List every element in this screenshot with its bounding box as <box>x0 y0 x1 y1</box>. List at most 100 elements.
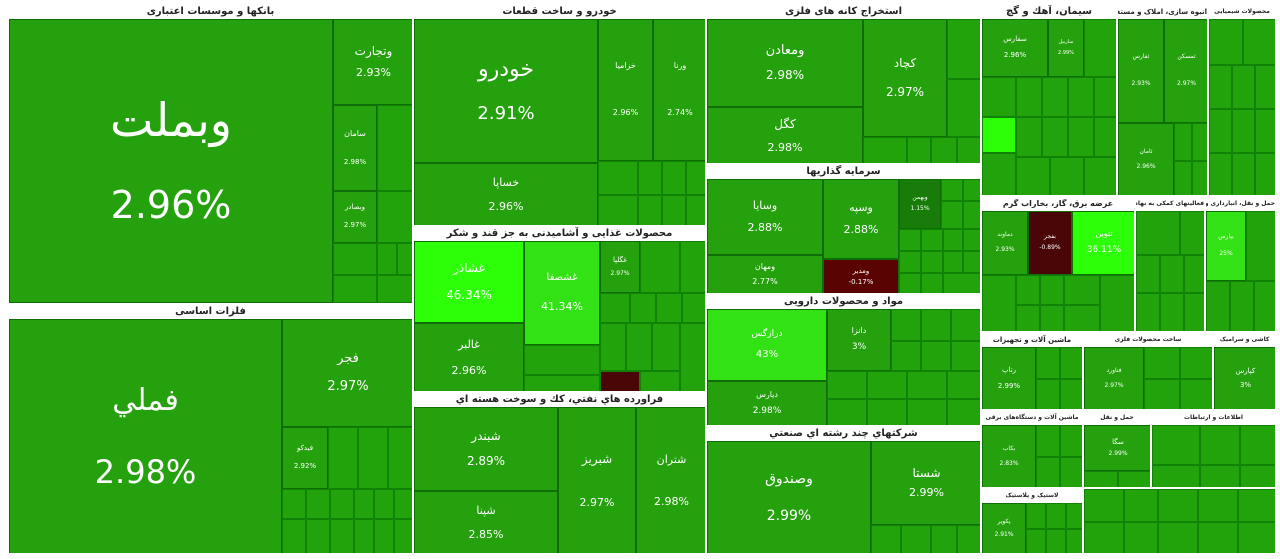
minor-tile[interactable] <box>921 251 943 273</box>
minor-tile[interactable] <box>1100 275 1134 331</box>
stock-tile[interactable]: ومهان 2.77% <box>707 255 823 293</box>
stock-tile[interactable]: دیارس 2.98% <box>707 381 827 425</box>
minor-tile[interactable] <box>1050 157 1084 195</box>
minor-tile[interactable] <box>921 341 951 371</box>
minor-tile[interactable] <box>1084 19 1116 77</box>
minor-tile[interactable] <box>899 251 921 273</box>
minor-tile[interactable] <box>982 275 1016 331</box>
minor-tile[interactable] <box>921 309 951 341</box>
minor-tile[interactable] <box>282 519 306 553</box>
stock-tile[interactable]: پکویر 2.91% <box>982 503 1026 553</box>
minor-tile[interactable] <box>600 293 630 323</box>
stock-tile[interactable]: ثفارس 2.93% <box>1118 19 1164 123</box>
stock-tile[interactable]: فملي 2.98% <box>9 319 282 553</box>
minor-tile[interactable] <box>306 519 330 553</box>
minor-tile[interactable] <box>1066 503 1082 529</box>
minor-tile[interactable] <box>626 323 652 371</box>
stock-tile[interactable]: کچاد 2.97% <box>863 19 947 137</box>
stock-tile[interactable]: دانزا 3% <box>827 309 891 371</box>
stock-tile[interactable]: وتجارت 2.93% <box>333 19 412 105</box>
minor-tile[interactable] <box>1158 489 1198 522</box>
stock-tile[interactable]: ثمسکن 2.97% <box>1164 19 1207 123</box>
stock-tile[interactable]: درازگس 43% <box>707 309 827 381</box>
minor-tile[interactable] <box>1200 465 1240 487</box>
minor-tile[interactable] <box>1209 19 1243 65</box>
minor-tile[interactable] <box>891 309 921 341</box>
minor-tile[interactable] <box>1094 77 1116 117</box>
stock-tile[interactable]: تنوین 36.11% <box>1072 211 1134 275</box>
minor-tile[interactable] <box>600 371 640 391</box>
stock-tile[interactable]: شبریز 2.97% <box>558 407 636 553</box>
minor-tile[interactable] <box>1026 503 1046 529</box>
minor-tile[interactable] <box>682 293 705 323</box>
minor-tile[interactable] <box>1016 275 1040 305</box>
minor-tile[interactable] <box>943 273 980 293</box>
minor-tile[interactable] <box>921 273 943 293</box>
minor-tile[interactable] <box>899 229 921 251</box>
stock-tile[interactable]: فناورد 2.97% <box>1084 347 1144 409</box>
minor-tile[interactable] <box>891 341 921 371</box>
minor-tile[interactable] <box>1192 123 1207 161</box>
minor-tile[interactable] <box>1232 109 1255 153</box>
minor-tile[interactable] <box>1084 471 1118 487</box>
minor-tile[interactable] <box>1152 465 1200 487</box>
minor-tile[interactable] <box>963 229 980 251</box>
minor-tile[interactable] <box>1042 77 1068 117</box>
stock-tile[interactable]: غگلپا 2.97% <box>600 241 640 293</box>
minor-tile[interactable] <box>963 201 980 229</box>
stock-tile[interactable]: غالبر 2.96% <box>414 323 524 391</box>
minor-tile[interactable] <box>947 79 980 137</box>
stock-tile[interactable]: ثامان 2.96% <box>1118 123 1174 195</box>
minor-tile[interactable] <box>1230 281 1254 331</box>
stock-tile[interactable]: کگل 2.98% <box>707 107 863 163</box>
minor-tile[interactable] <box>947 371 980 399</box>
minor-tile[interactable] <box>1136 293 1160 331</box>
stock-tile[interactable]: وسایا 2.88% <box>707 179 823 255</box>
minor-tile[interactable] <box>907 371 947 399</box>
minor-tile[interactable] <box>941 179 963 201</box>
minor-tile[interactable] <box>951 341 980 371</box>
minor-tile[interactable] <box>1066 529 1082 553</box>
minor-tile[interactable] <box>1036 457 1060 487</box>
minor-tile[interactable] <box>1036 379 1060 409</box>
minor-tile[interactable] <box>1158 522 1198 553</box>
stock-tile[interactable]: سگا 2.99% <box>1084 425 1150 471</box>
stock-tile[interactable]: وبهمن 1.15% <box>899 179 941 229</box>
minor-tile[interactable] <box>1184 255 1204 293</box>
minor-tile[interactable] <box>630 293 656 323</box>
minor-tile[interactable] <box>1240 465 1275 487</box>
minor-tile[interactable] <box>333 275 377 303</box>
minor-tile[interactable] <box>1238 522 1275 553</box>
minor-tile[interactable] <box>901 525 931 553</box>
minor-tile[interactable] <box>306 489 330 519</box>
stock-tile[interactable]: کپارس 3% <box>1214 347 1275 409</box>
minor-tile[interactable] <box>354 489 374 519</box>
minor-tile[interactable] <box>963 179 980 201</box>
minor-tile[interactable] <box>1136 255 1160 293</box>
minor-tile[interactable] <box>1084 157 1116 195</box>
minor-tile[interactable] <box>827 371 867 399</box>
minor-tile[interactable] <box>827 399 867 425</box>
minor-tile[interactable] <box>951 309 980 341</box>
stock-tile[interactable]: وصندوق 2.99% <box>707 441 871 553</box>
stock-tile[interactable]: فيدکو 2.92% <box>282 427 328 489</box>
minor-tile[interactable] <box>1016 77 1042 117</box>
minor-tile[interactable] <box>1160 293 1184 331</box>
stock-tile[interactable]: شپنا 2.85% <box>414 491 558 553</box>
minor-tile[interactable] <box>1255 65 1275 109</box>
minor-tile[interactable] <box>1068 77 1094 117</box>
stock-tile[interactable]: خودرو 2.91% <box>414 19 598 163</box>
minor-tile[interactable] <box>1136 211 1180 255</box>
minor-tile[interactable] <box>1144 347 1180 379</box>
minor-tile[interactable] <box>1084 489 1124 522</box>
minor-tile[interactable] <box>1254 281 1275 331</box>
minor-tile[interactable] <box>1246 211 1275 281</box>
minor-tile[interactable] <box>1016 157 1050 195</box>
minor-tile[interactable] <box>1180 347 1212 379</box>
minor-tile[interactable] <box>982 117 1016 153</box>
stock-tile[interactable]: سفارس 2.96% <box>982 19 1048 77</box>
minor-tile[interactable] <box>388 427 412 489</box>
minor-tile[interactable] <box>1238 489 1275 522</box>
minor-tile[interactable] <box>377 191 412 243</box>
minor-tile[interactable] <box>943 229 963 251</box>
